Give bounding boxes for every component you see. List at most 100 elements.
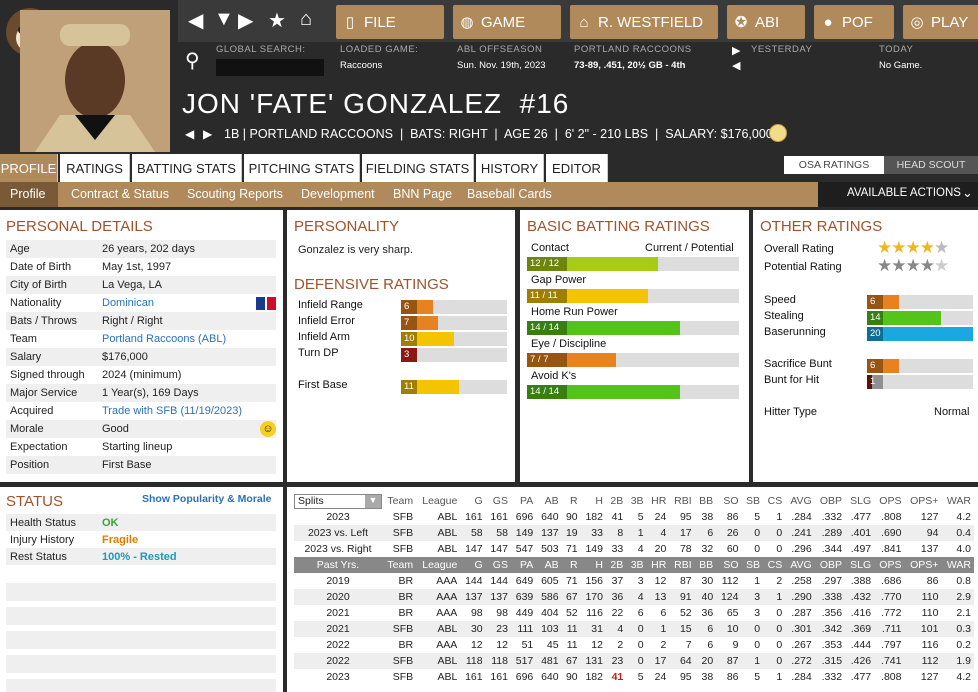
table-cell: 33 xyxy=(611,543,624,555)
smiley-icon: ☺ xyxy=(260,421,276,437)
batting-label: Gap Power xyxy=(531,274,587,286)
table-cell: 0 xyxy=(763,621,786,637)
column-header[interactable]: OPS+ xyxy=(910,495,939,507)
column-header[interactable]: WAR xyxy=(946,495,971,507)
personal-value: 2024 (minimum) xyxy=(102,369,182,381)
column-header[interactable]: SB xyxy=(746,495,761,507)
batting-bar-fill xyxy=(527,353,617,367)
subnav-profile[interactable]: Profile xyxy=(10,187,46,201)
head-scout-toggle[interactable]: HEAD SCOUT xyxy=(884,156,978,174)
home-icon[interactable]: ⌂ xyxy=(300,8,313,30)
osa-ratings-toggle[interactable]: OSA RATINGS xyxy=(784,156,884,174)
league-button[interactable]: ✪ ABI xyxy=(727,5,805,39)
table-cell: .241 xyxy=(785,525,815,541)
available-actions-button[interactable]: AVAILABLE ACTIONS ⌄ xyxy=(818,182,978,207)
file-button[interactable]: ▯ FILE xyxy=(336,5,444,39)
loaded-label: LOADED GAME: xyxy=(340,44,419,55)
table-cell: .477 xyxy=(850,511,872,523)
table-cell: BR xyxy=(398,607,414,619)
column-header[interactable]: AB xyxy=(544,495,559,507)
prev-day-icon[interactable]: ◀ xyxy=(732,60,741,72)
table-cell: 86 xyxy=(726,511,739,523)
file-label: FILE xyxy=(364,13,396,31)
personal-value[interactable]: Trade with SFB (11/19/2023) xyxy=(102,405,243,417)
subnav-contract[interactable]: Contract & Status xyxy=(71,187,169,201)
tab-history[interactable]: HISTORY xyxy=(476,154,544,182)
yesterday-info: YESTERDAY xyxy=(751,44,812,55)
next-player-icon[interactable]: ▶ xyxy=(203,127,213,141)
column-header[interactable]: OPS xyxy=(879,495,902,507)
column-header[interactable]: SLG xyxy=(850,495,872,507)
defensive-value: 6 xyxy=(401,300,417,314)
column-header[interactable]: BB xyxy=(699,495,714,507)
column-header[interactable]: R xyxy=(570,495,578,507)
table-cell: 98 xyxy=(496,607,508,619)
table-cell: 12 xyxy=(591,639,603,651)
search-icon[interactable]: ⚲ xyxy=(185,50,200,72)
column-header[interactable]: 3B xyxy=(630,495,644,507)
table-cell: 90 xyxy=(565,511,578,523)
other-bar: 6 xyxy=(867,295,973,309)
table-cell: 144 xyxy=(490,575,508,587)
personal-value[interactable]: Portland Raccoons (ABL) xyxy=(102,333,227,345)
subnav-bnn[interactable]: BNN Page xyxy=(393,187,453,201)
tab-profile[interactable]: PROFILE xyxy=(0,154,58,182)
defensive-bar: 10 xyxy=(401,332,507,346)
star-icon[interactable]: ★ xyxy=(268,10,286,32)
table-cell: 95 xyxy=(679,671,692,683)
column-header[interactable]: H xyxy=(595,495,603,507)
table-cell: .338 xyxy=(814,589,846,605)
table-cell: .258 xyxy=(791,575,812,587)
table-cell: AAA xyxy=(436,607,458,619)
table-cell: 36 xyxy=(605,589,627,605)
defensive-bar-fill xyxy=(401,332,454,346)
next-day-icon[interactable]: ▶ xyxy=(732,45,741,57)
tab-pitching-stats[interactable]: PITCHING STATS xyxy=(244,154,360,182)
column-header[interactable]: PA xyxy=(520,495,534,507)
column-header[interactable]: RBI xyxy=(674,495,692,507)
search-input[interactable] xyxy=(216,59,324,76)
column-header[interactable]: CS xyxy=(767,495,783,507)
column-header[interactable]: AVG xyxy=(790,495,812,507)
available-actions-label: AVAILABLE ACTIONS xyxy=(847,187,961,199)
tab-ratings[interactable]: RATINGS xyxy=(60,154,130,182)
status-row: Health Status OK xyxy=(6,514,276,531)
back-arrow-icon[interactable]: ◀ xyxy=(188,10,204,32)
prev-player-icon[interactable]: ◀ xyxy=(185,127,195,141)
table-cell: 3 xyxy=(754,607,761,619)
column-header[interactable]: 2B xyxy=(610,495,624,507)
dropdown-arrow-icon[interactable]: ▼ xyxy=(214,8,234,30)
table-cell: .290 xyxy=(785,589,815,605)
table-cell: 32 xyxy=(701,543,714,555)
subnav-baseball-cards[interactable]: Baseball Cards xyxy=(467,187,552,201)
loaded-value: Raccoons xyxy=(340,60,383,71)
show-popularity-link[interactable]: Show Popularity & Morale xyxy=(142,493,272,505)
subnav-development[interactable]: Development xyxy=(301,187,375,201)
column-header[interactable]: Team xyxy=(387,495,414,507)
forward-arrow-icon[interactable]: ▶ xyxy=(238,10,254,32)
personal-value[interactable]: Dominican xyxy=(102,297,154,309)
tab-editor[interactable]: EDITOR xyxy=(546,154,608,182)
column-header[interactable]: HR xyxy=(651,495,667,507)
defensive-bar-fill xyxy=(401,348,417,362)
table-cell: .444 xyxy=(850,639,872,651)
table-cell: 94 xyxy=(904,525,942,541)
personal-key: Morale xyxy=(10,423,44,435)
column-header[interactable]: OBP xyxy=(819,495,843,507)
personal-key: Nationality xyxy=(10,297,62,309)
tab-batting-stats[interactable]: BATTING STATS xyxy=(132,154,242,182)
team-button[interactable]: ⌂ R. WESTFIELD xyxy=(570,5,718,39)
column-header[interactable]: GS xyxy=(492,495,508,507)
splits-dropdown[interactable]: Splits ▼ xyxy=(294,494,382,509)
team-short-button[interactable]: ● POF xyxy=(814,5,894,39)
column-header[interactable]: G xyxy=(474,495,483,507)
play-button[interactable]: ◎ PLAY xyxy=(903,5,978,39)
tab-fielding-stats[interactable]: FIELDING STATS xyxy=(362,154,474,182)
column-header[interactable]: SO xyxy=(723,495,739,507)
column-header[interactable]: League xyxy=(422,495,458,507)
subnav-scouting[interactable]: Scouting Reports xyxy=(187,187,283,201)
table-cell: 52 xyxy=(565,607,578,619)
game-button[interactable]: ◍ GAME xyxy=(453,5,561,39)
table-cell: 137 xyxy=(485,589,511,605)
table-cell: .808 xyxy=(881,671,902,683)
